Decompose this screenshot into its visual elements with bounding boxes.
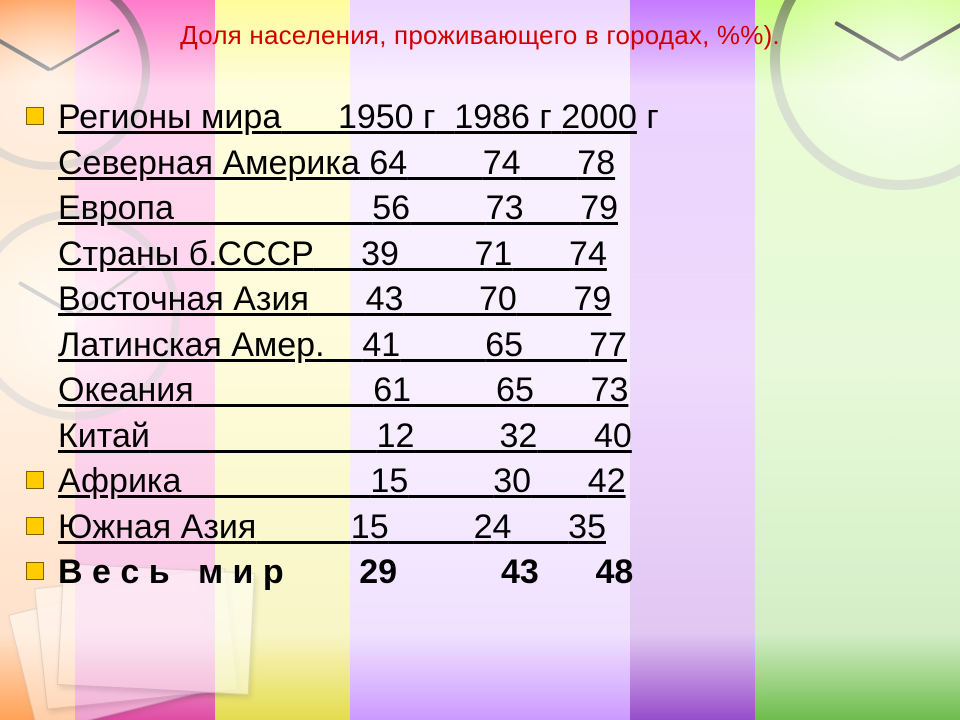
cell-v1: 64 (369, 144, 407, 182)
list-item: В е с ь м и р 29 43 48 (58, 550, 930, 596)
cell-v2: 65 (485, 326, 523, 364)
slide-title: Доля населения, проживающего в городах, … (0, 20, 960, 51)
col-1986: 1986 г (454, 98, 551, 136)
list-item: Африка 15 30 42 (58, 459, 930, 505)
table-row: Европа 56 73 79 (58, 186, 930, 232)
cell-region: В е с ь м и р (58, 553, 284, 591)
cell-v2: 70 (479, 280, 517, 318)
cell-region: Латинская Амер. (58, 326, 325, 364)
cell-v2: 71 (475, 235, 513, 273)
cell-v1: 29 (359, 553, 397, 591)
table-row: Китай 12 32 40 (58, 414, 930, 460)
slide-body: Регионы мира 1950 г 1986 г 2000 г Северн… (58, 95, 930, 596)
cell-region: Восточная Азия (58, 280, 309, 318)
cell-region: Африка (58, 462, 181, 500)
bullet-icon (26, 107, 44, 125)
cell-v2: 24 (474, 508, 512, 546)
table-row: Северная Америка 64 74 78 (58, 141, 930, 187)
cell-v2: 32 (499, 417, 537, 455)
cell-region: Европа (58, 189, 174, 227)
cell-region: Океания (58, 371, 194, 409)
table-row: Африка 15 30 42 (58, 459, 930, 505)
cell-v1: 56 (372, 189, 410, 227)
table-row: Океания 61 65 73 (58, 368, 930, 414)
cell-v1: 15 (370, 462, 408, 500)
cell-v3: 74 (569, 235, 607, 273)
cell-v2: 73 (486, 189, 524, 227)
cell-v1: 61 (373, 371, 411, 409)
cell-v3: 42 (588, 462, 626, 500)
cell-v1: 39 (361, 235, 399, 273)
col-1950: 1950 г (338, 98, 435, 136)
bullet-icon (26, 562, 44, 580)
cell-v1: 41 (362, 326, 400, 364)
col-2000: 2000 (561, 98, 637, 136)
cell-v1: 43 (366, 280, 404, 318)
table-row: Латинская Амер. 41 65 77 (58, 323, 930, 369)
cell-v3: 73 (591, 371, 629, 409)
slide: Доля населения, проживающего в городах, … (0, 0, 960, 720)
cell-v2: 74 (483, 144, 521, 182)
cell-region: Страны б.СССР (58, 235, 314, 273)
table-row-total: В е с ь м и р 29 43 48 (58, 550, 930, 596)
bullet-icon (26, 517, 44, 535)
table-row: Страны б.СССР 39 71 74 (58, 232, 930, 278)
table-header: Регионы мира 1950 г 1986 г 2000 г (58, 95, 930, 141)
cell-v2: 43 (501, 553, 539, 591)
cell-v2: 30 (493, 462, 531, 500)
cell-v3: 77 (589, 326, 627, 364)
cell-v3: 78 (577, 144, 615, 182)
cell-v1: 12 (377, 417, 415, 455)
cell-v3: 40 (594, 417, 632, 455)
list-item: Южная Азия 15 24 35 (58, 505, 930, 551)
cell-v3: 48 (596, 553, 634, 591)
cell-region: Китай (58, 417, 150, 455)
list-item: Регионы мира 1950 г 1986 г 2000 г Северн… (58, 95, 930, 459)
cell-v2: 65 (496, 371, 534, 409)
cell-v3: 79 (580, 189, 618, 227)
cell-v1: 15 (351, 508, 389, 546)
col-2000-suffix: г (646, 98, 658, 136)
col-region: Регионы мира (58, 98, 281, 136)
cell-region: Северная Америка (58, 144, 360, 182)
bullet-icon (26, 471, 44, 489)
table-row: Восточная Азия 43 70 79 (58, 277, 930, 323)
cell-region: Южная Азия (58, 508, 256, 546)
table-row: Южная Азия 15 24 35 (58, 505, 930, 551)
cell-v3: 79 (573, 280, 611, 318)
cell-v3: 35 (568, 508, 606, 546)
